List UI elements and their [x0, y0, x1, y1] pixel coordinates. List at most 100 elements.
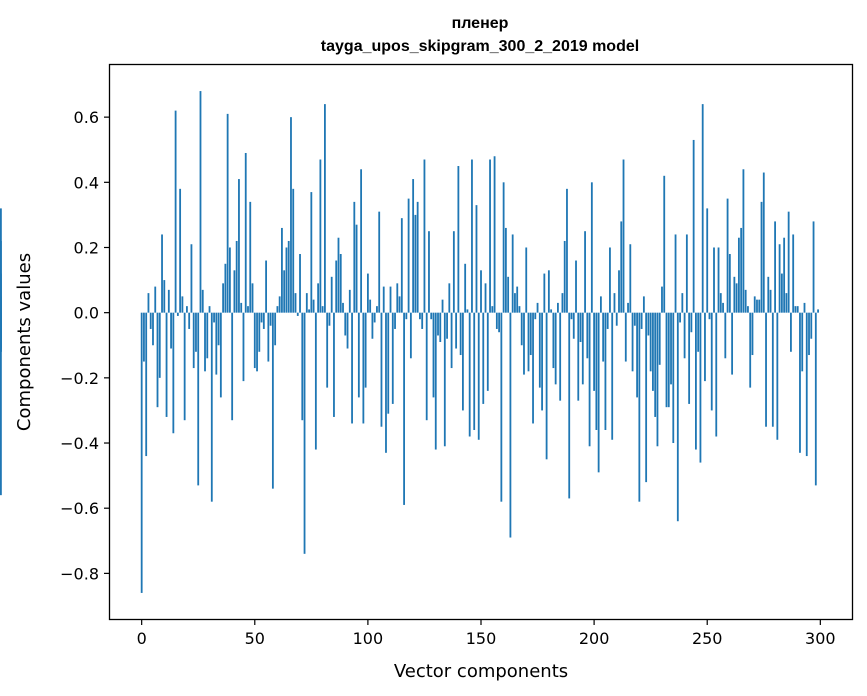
bar-47 [247, 306, 249, 313]
bar-undefined [0, 208, 2, 313]
bar-105 [378, 211, 381, 313]
bar-200 [593, 312, 596, 391]
bar-141 [459, 312, 462, 356]
bar-57 [269, 312, 272, 326]
bar-287 [790, 312, 792, 352]
bar-18 [181, 296, 184, 313]
bar-24 [195, 312, 197, 352]
bar-265 [740, 227, 743, 313]
bar-229 [658, 312, 661, 365]
x-tick-label: 50 [245, 629, 265, 648]
bar-77 [314, 312, 317, 450]
bar-17 [179, 188, 182, 313]
y-tick-label: −0.4 [60, 434, 99, 453]
bar-247 [699, 312, 702, 463]
bar-244 [692, 139, 695, 313]
bar-260 [728, 254, 731, 313]
bar-123 [419, 312, 421, 320]
bar-136 [448, 283, 451, 313]
bar-58 [271, 312, 274, 489]
bars-group [0, 91, 819, 593]
bar-161 [504, 227, 507, 313]
bar-62 [281, 227, 283, 313]
bar-7 [156, 312, 159, 408]
bar-236 [674, 234, 677, 313]
bar-228 [656, 312, 659, 447]
bar-89 [342, 302, 344, 313]
bar-90 [344, 312, 347, 336]
bar-118 [407, 198, 410, 313]
bar-143 [464, 263, 467, 313]
bar-274 [760, 201, 763, 313]
bar-66 [290, 117, 292, 313]
bar-262 [733, 276, 736, 313]
bar-283 [780, 273, 783, 313]
bar-95 [355, 224, 358, 313]
bar-82 [326, 312, 329, 388]
bar-0 [140, 312, 143, 593]
bar-248 [701, 104, 704, 313]
bar-212 [620, 221, 623, 313]
plot-area-frame [108, 63, 854, 621]
bar-224 [647, 312, 650, 336]
bar-34 [217, 312, 220, 346]
bar-144 [466, 309, 469, 313]
bar-235 [672, 312, 675, 444]
bar-15 [174, 110, 177, 313]
y-tick-label: 0.6 [74, 108, 99, 127]
bar-121 [414, 214, 417, 313]
bar-142 [462, 312, 464, 411]
bar-125 [423, 159, 426, 313]
bar-226 [652, 312, 654, 391]
bar-27 [201, 289, 204, 313]
bar-261 [731, 312, 734, 375]
bar-239 [681, 293, 684, 313]
bar-148 [475, 205, 478, 313]
bar-48 [249, 201, 252, 313]
bar-23 [192, 312, 195, 369]
bar-186 [561, 293, 564, 313]
bar-292 [801, 312, 804, 372]
bar-8 [158, 312, 161, 378]
bar-237 [676, 312, 679, 522]
bar-245 [695, 312, 697, 450]
bar-267 [744, 289, 747, 313]
bar-127 [428, 231, 430, 313]
bar-275 [762, 172, 765, 313]
bar-145 [468, 312, 471, 437]
bar-184 [557, 302, 559, 313]
bar-28 [204, 312, 206, 372]
bar-278 [769, 289, 772, 313]
bar-80 [321, 306, 324, 313]
x-axis-label: Vector components [394, 661, 568, 682]
bar-71 [301, 312, 304, 421]
bar-297 [812, 221, 815, 313]
bar-19 [183, 312, 186, 421]
bar-177 [541, 312, 543, 411]
bar-52 [258, 312, 261, 352]
bar-53 [260, 312, 263, 323]
bar-159 [500, 312, 503, 502]
bar-126 [425, 312, 428, 421]
x-tick-label: 0 [137, 629, 147, 648]
bar-100 [366, 273, 369, 313]
bar-234 [670, 312, 672, 385]
bar-103 [373, 312, 376, 323]
bar-86 [335, 260, 338, 313]
bar-155 [491, 306, 494, 313]
bar-197 [586, 312, 589, 359]
bar-162 [507, 276, 510, 313]
bar-238 [679, 312, 681, 323]
bar-3 [147, 293, 150, 313]
bar-74 [308, 309, 310, 313]
bar-196 [584, 231, 586, 313]
bar-268 [747, 306, 749, 313]
bar-73 [305, 293, 308, 313]
bar-110 [389, 286, 392, 313]
bar-218 [633, 312, 636, 326]
bar-67 [292, 188, 295, 313]
bar-271 [753, 296, 756, 313]
bar-75 [310, 192, 313, 313]
bar-55 [265, 260, 267, 313]
bar-208 [611, 312, 614, 440]
